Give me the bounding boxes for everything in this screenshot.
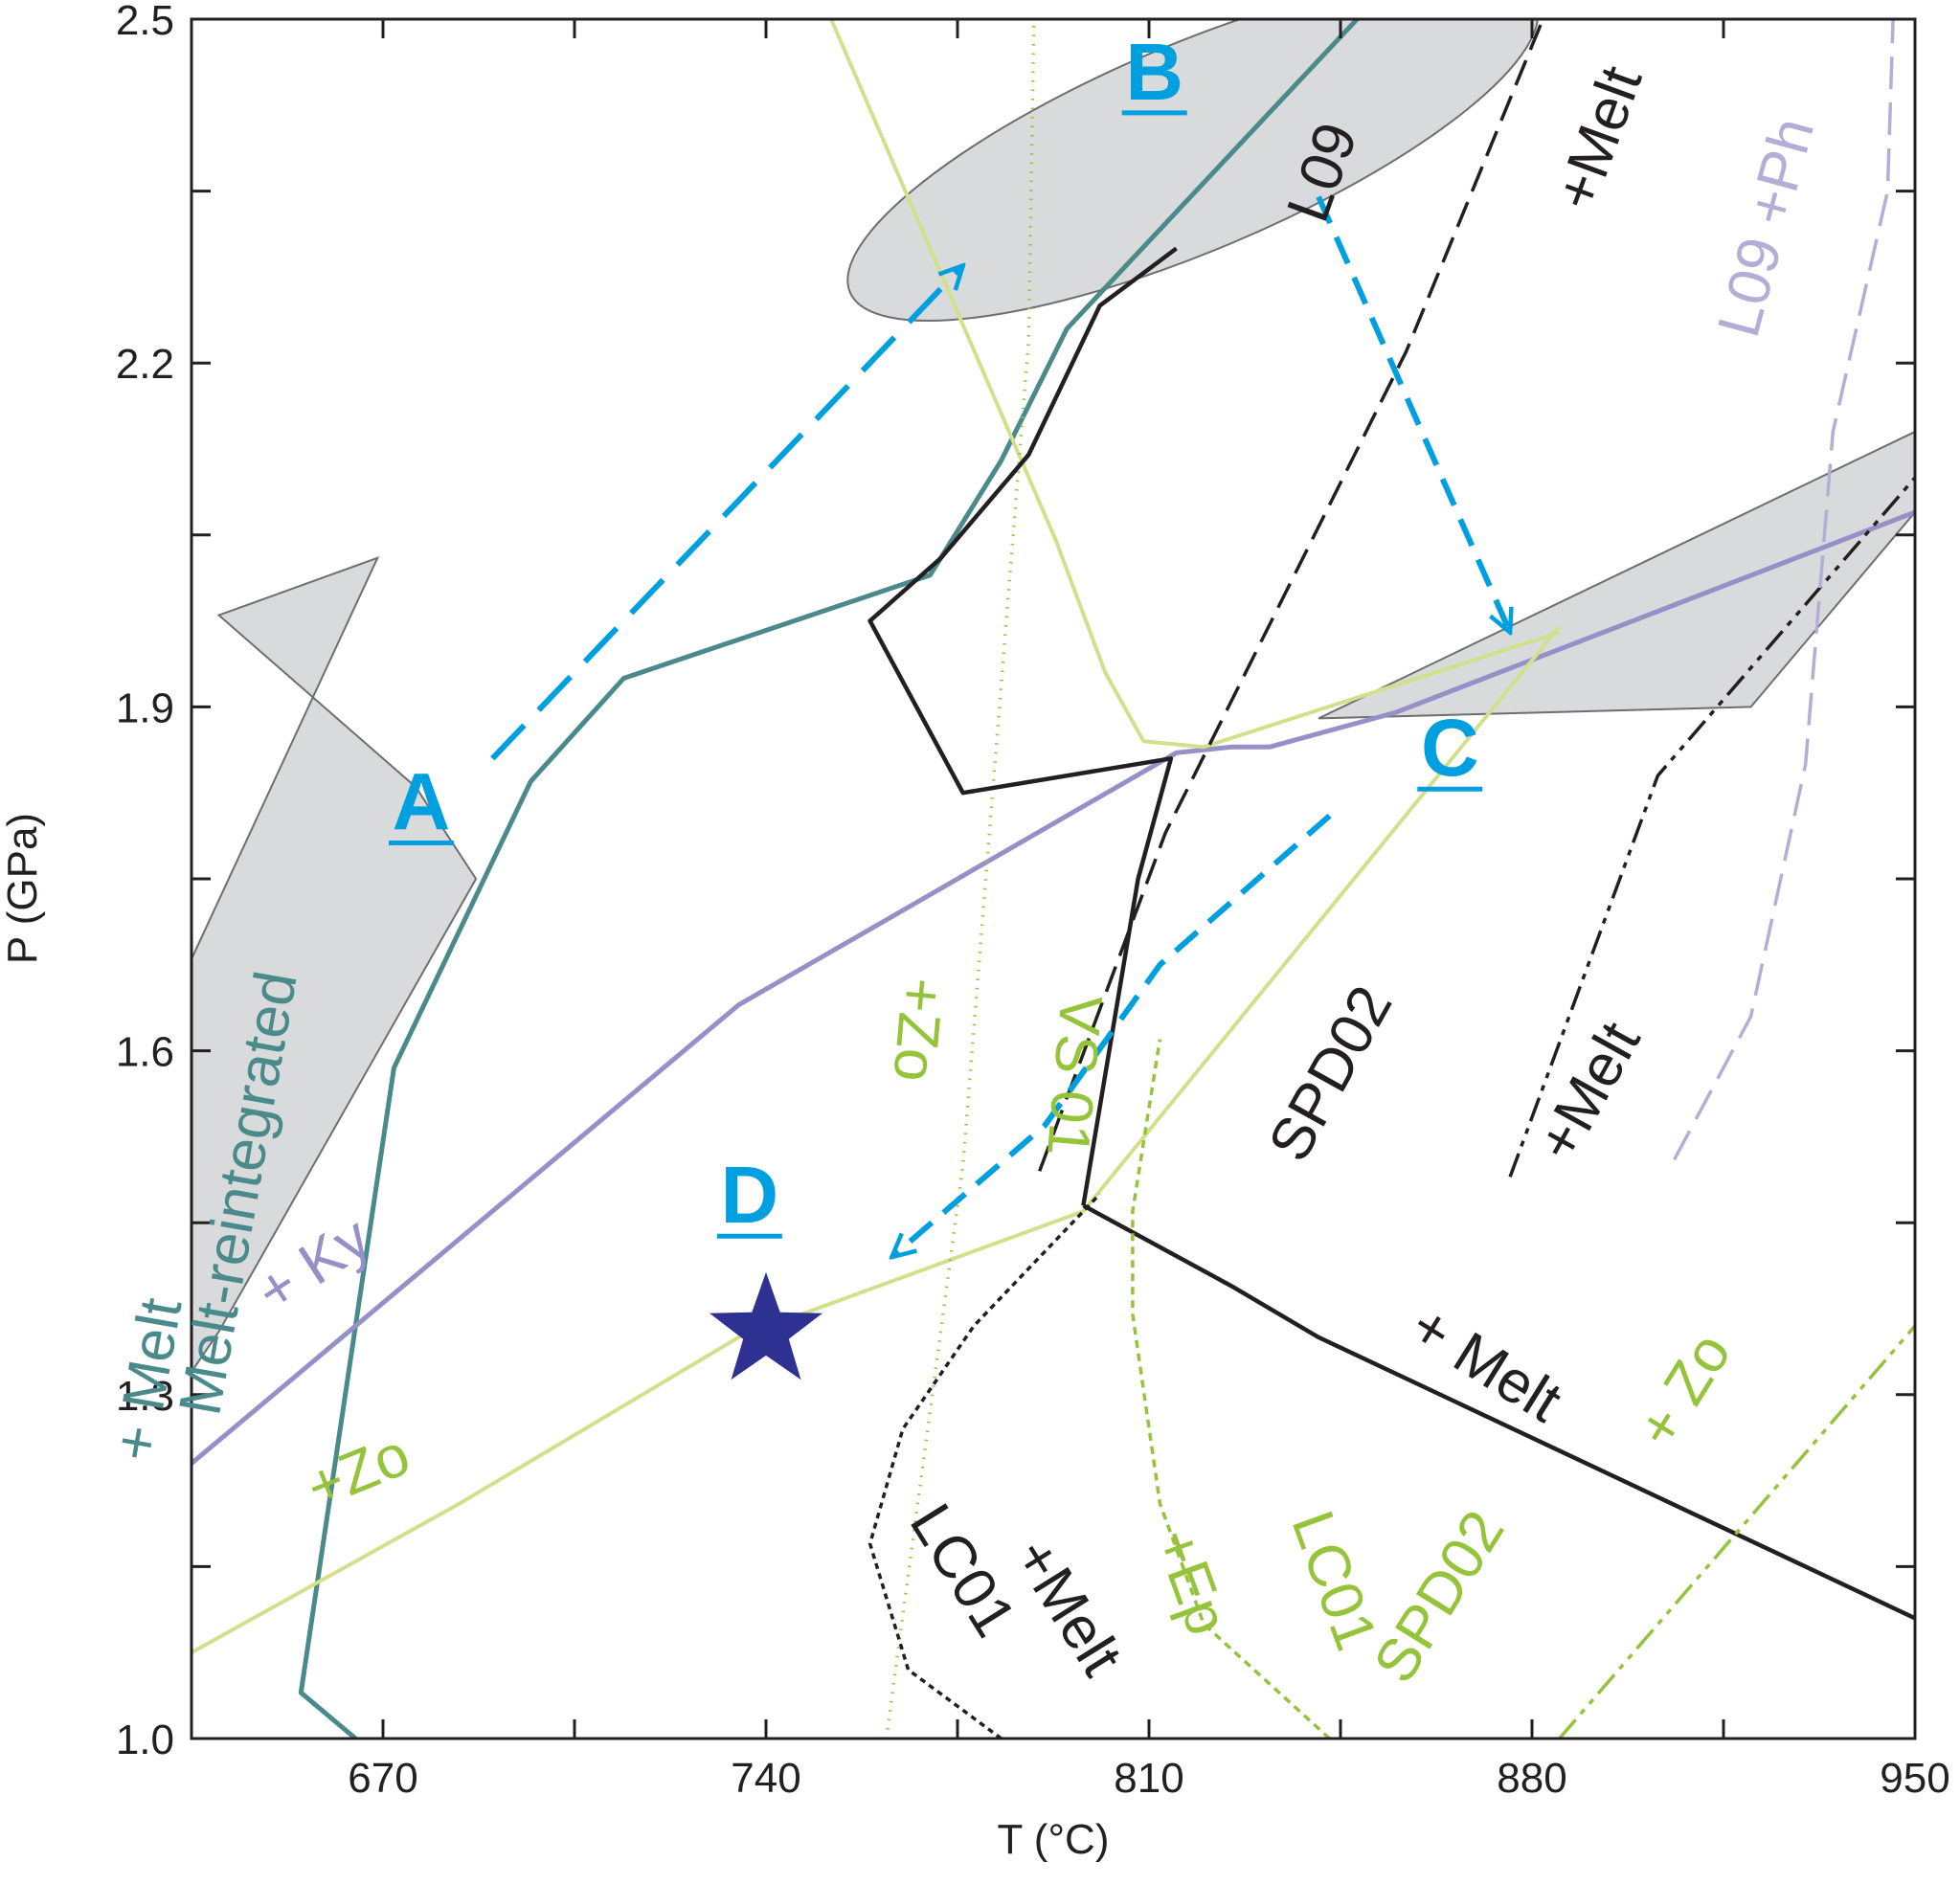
x-tick-label: 670 xyxy=(348,1755,417,1802)
curve-lc01-melt xyxy=(867,1193,1101,1739)
pt-paths-layer xyxy=(490,195,1510,1258)
field-label-c: C xyxy=(1421,703,1479,793)
curve-l09-melt xyxy=(1038,19,1545,1172)
pt-path-b xyxy=(1316,195,1510,633)
x-tick-label: 880 xyxy=(1497,1755,1566,1802)
curve-label-melt: +Melt xyxy=(1524,1012,1654,1173)
y-tick-label: 2.2 xyxy=(116,341,174,388)
curve-label-zo: + Zo xyxy=(1624,1322,1744,1459)
x-tick-label: 810 xyxy=(1114,1755,1183,1802)
y-axis-label: P (GPa) xyxy=(0,813,46,964)
y-tick-label: 1.6 xyxy=(116,1029,174,1076)
x-axis-label: T (°C) xyxy=(998,1816,1110,1863)
curve-melt-reintegrated-melt xyxy=(298,19,1361,1739)
curve-melt xyxy=(1082,1203,1915,1621)
curve-label-melt: +Melt xyxy=(1543,58,1655,219)
curve-label-melt: + Melt xyxy=(101,1293,195,1466)
y-tick-label: 1.0 xyxy=(116,1717,174,1763)
curve-label-lc01: LC01 xyxy=(1278,1503,1389,1659)
curve-label-spd02: SPD02 xyxy=(1256,976,1406,1172)
y-tick-label: 2.5 xyxy=(116,0,174,44)
curve-vs01 xyxy=(828,19,1561,750)
curve-zo-vs01 xyxy=(884,19,1036,1739)
curve-melt xyxy=(867,246,1178,1206)
field-label-d: D xyxy=(721,1150,779,1240)
curve-ky xyxy=(191,509,1915,1466)
pt-path-a xyxy=(490,265,962,761)
gray-fields-layer xyxy=(191,19,1915,1374)
y-tick-label: 1.3 xyxy=(116,1373,174,1420)
sample-layer xyxy=(710,1271,822,1380)
x-tick-label: 950 xyxy=(1880,1755,1949,1802)
curve-label-l09-ph: L09 +Ph xyxy=(1705,111,1827,344)
curve-label-zo: +Zo xyxy=(880,976,955,1085)
curve-lc01-ep xyxy=(1131,1039,1331,1739)
field-label-b: B xyxy=(1125,27,1183,117)
curve-spd02-melt xyxy=(1508,476,1915,1178)
curve-l09-ph xyxy=(1673,19,1895,1161)
curve-label-vs-01: VS 01 xyxy=(1034,993,1114,1159)
field-b xyxy=(846,19,1540,322)
sample-star xyxy=(710,1271,822,1380)
curve-zo xyxy=(191,625,1562,1654)
pt-path-c xyxy=(891,813,1332,1257)
y-tick-label: 1.9 xyxy=(116,684,174,731)
reaction-curves-layer xyxy=(191,19,1915,1739)
x-tick-label: 740 xyxy=(731,1755,800,1802)
field-c xyxy=(1318,430,1915,720)
curve-label-spd02: SPD02 xyxy=(1362,1499,1518,1694)
curve-spd02-zo xyxy=(1558,1324,1915,1739)
curve-label-ep: +Ep xyxy=(1142,1520,1241,1644)
field-a xyxy=(191,555,478,1374)
field-label-a: A xyxy=(393,757,451,847)
tick-labels: 670 740 810 880 950 1.0 1.3 1.6 1.9 2.2 2.5 xyxy=(116,0,1950,1802)
curve-label-zo: +Zo xyxy=(298,1422,419,1522)
tick-marks xyxy=(190,17,1917,1740)
